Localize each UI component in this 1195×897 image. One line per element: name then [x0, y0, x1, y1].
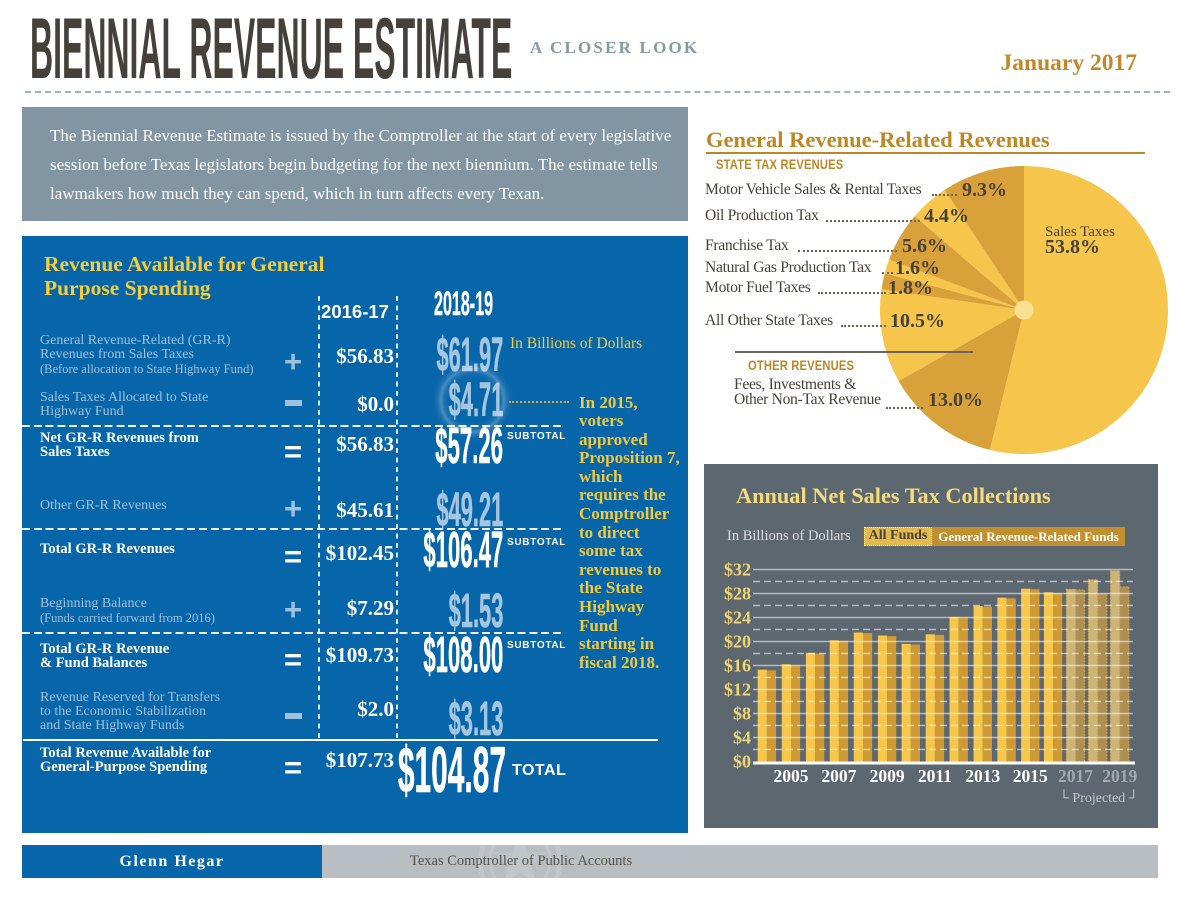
svg-text:2015: 2015	[1013, 766, 1048, 786]
svg-text:$0: $0	[733, 752, 751, 772]
svg-text:2011: 2011	[918, 766, 952, 786]
svg-text:$8: $8	[733, 704, 751, 724]
svg-text:$28: $28	[724, 584, 751, 604]
svg-text:2013: 2013	[965, 766, 1000, 786]
svg-text:2007: 2007	[821, 766, 856, 786]
svg-text:$32: $32	[724, 560, 751, 580]
svg-text:2019: 2019	[1102, 766, 1137, 786]
svg-text:2017: 2017	[1058, 766, 1093, 786]
svg-text:$24: $24	[724, 608, 751, 628]
svg-text:$20: $20	[724, 632, 751, 652]
svg-text:$12: $12	[724, 680, 751, 700]
svg-text:2005: 2005	[774, 766, 809, 786]
svg-text:2009: 2009	[870, 766, 905, 786]
svg-text:$16: $16	[724, 656, 751, 676]
svg-text:└ Projected ┘: └ Projected ┘	[1059, 789, 1139, 806]
svg-text:$4: $4	[733, 728, 751, 748]
